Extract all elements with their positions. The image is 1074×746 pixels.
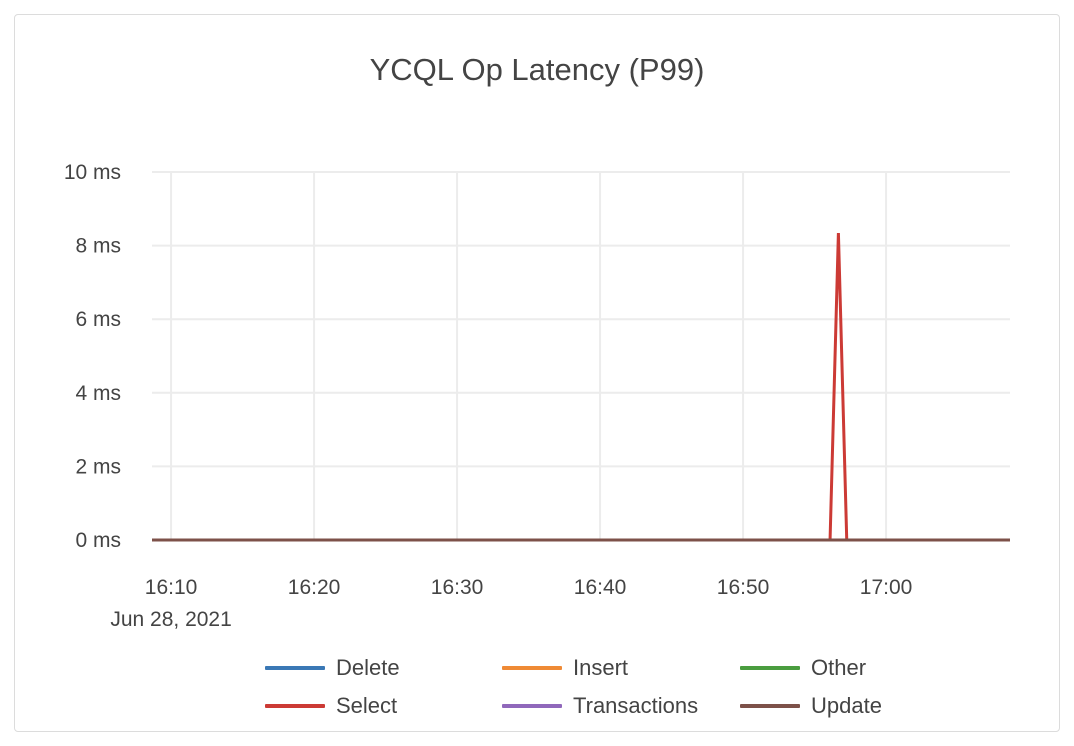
x-tick-label: 16:30 [431, 576, 484, 599]
chart-card [14, 14, 1060, 732]
legend-item-transactions[interactable]: Transactions [502, 693, 698, 719]
y-tick-label: 0 ms [75, 529, 121, 552]
series-line-select [152, 233, 1010, 542]
legend-item-update[interactable]: Update [740, 693, 882, 719]
legend-label: Other [811, 655, 867, 680]
legend-swatch [740, 704, 800, 708]
x-tick-label: 16:40 [574, 576, 627, 599]
legend-swatch [265, 666, 325, 670]
x-date-label: Jun 28, 2021 [110, 608, 231, 631]
legend-label: Insert [573, 655, 629, 680]
legend-swatch [502, 666, 562, 670]
y-tick-label: 2 ms [75, 455, 121, 478]
legend-swatch [740, 666, 800, 670]
x-tick-label: 17:00 [860, 576, 913, 599]
legend-item-insert[interactable]: Insert [502, 655, 628, 681]
legend-item-select[interactable]: Select [265, 693, 397, 719]
chart-title: YCQL Op Latency (P99) [369, 52, 705, 87]
y-tick-label: 10 ms [64, 161, 121, 184]
legend-item-other[interactable]: Other [740, 655, 866, 681]
x-tick-label: 16:20 [288, 576, 341, 599]
y-tick-label: 6 ms [75, 308, 121, 331]
legend-label: Delete [336, 655, 400, 680]
legend-item-delete[interactable]: Delete [265, 655, 400, 681]
x-tick-label: 16:50 [717, 576, 770, 599]
y-tick-label: 4 ms [75, 382, 121, 405]
legend-label: Select [336, 693, 398, 718]
legend-label: Transactions [573, 693, 699, 718]
legend-swatch [265, 704, 325, 708]
legend-label: Update [811, 693, 882, 718]
x-tick-label: 16:10 [145, 576, 198, 599]
legend-swatch [502, 704, 562, 708]
y-tick-label: 8 ms [75, 235, 121, 258]
